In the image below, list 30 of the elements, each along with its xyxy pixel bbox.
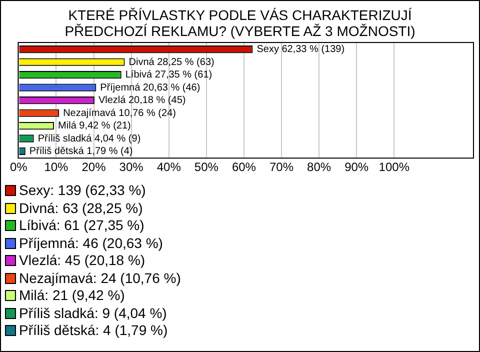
text: Sexy: 139 (62,33 %) (19, 182, 146, 200)
x-tick-label: 10% (44, 160, 69, 174)
x-tick-label: 90% (344, 160, 369, 174)
data-label: Sexy 62,33 % (139) (256, 44, 345, 56)
x-tick-label: 70% (269, 160, 294, 174)
text: Vlezlá: 45 (20,18 %) (19, 252, 146, 270)
data-label: Nezajímavá 10,76 % (24) (63, 108, 176, 119)
text: Divná: 63 (28,25 %) (19, 200, 143, 217)
x-tick-label: 40% (156, 160, 182, 174)
text: Příjemná: 46 (20,63 %) (19, 234, 163, 252)
text: Líbivá: 61 (27,35 %) (19, 217, 144, 234)
x-tick-label: 100% (378, 160, 410, 174)
chart-title: KTERÉ PŘÍVLASTKY PODLE VÁS CHARAKTERIZUJÍ PŘEDCHOZÍ REKLAMU? (VYBERTE AŽ 3 MOŽNOSTI) (64, 6, 416, 39)
data-label: Příliš dětská 1,79 % (4) (29, 146, 133, 157)
data-label: Líbivá 27,35 % (61) (125, 70, 212, 81)
x-tick-label: 80% (307, 160, 332, 174)
text: Příliš dětská: 4 (1,79 %) (19, 322, 168, 340)
x-tick-label: 0% (10, 160, 28, 174)
data-label: Příliš sladká 4,04 % (9) (38, 133, 141, 144)
data-label: Divná 28,25 % (63) (128, 56, 214, 68)
data-label: Milá 9,42 % (21) (58, 120, 131, 132)
data-label: Příjemná 20,63 % (46) (100, 82, 200, 94)
x-tick-label: 50% (194, 160, 219, 174)
x-tick-label: 30% (119, 160, 144, 174)
text: Milá: 21 (9,42 %) (19, 287, 125, 304)
text: Příliš sladká: 9 (4,04 %) (19, 304, 167, 322)
data-label: Vlezlá 20,18 % (45) (98, 95, 186, 106)
x-tick-label: 20% (82, 160, 106, 174)
x-tick-label: 60% (232, 160, 256, 174)
text: Nezajímavá: 24 (10,76 %) (19, 270, 181, 287)
